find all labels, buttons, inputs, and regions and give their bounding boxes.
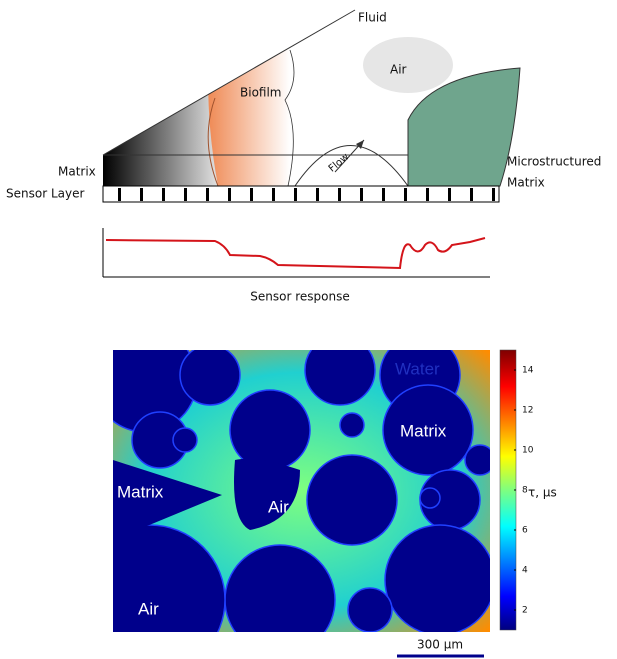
sensor-cell — [492, 188, 495, 201]
sensor-cell — [470, 188, 473, 201]
label: Matrix — [507, 176, 545, 190]
sensor-cell — [316, 188, 319, 201]
colorbar-tick-label: 2 — [522, 606, 528, 616]
sensor-cell — [140, 188, 143, 201]
label: Matrix — [117, 482, 164, 501]
figure: Fluid Air Biofilm Flow Matrix Sensor Lay… — [0, 0, 617, 659]
sensor-cell — [272, 188, 275, 201]
label: Air — [390, 63, 407, 77]
sensor-cell — [360, 188, 363, 201]
label: Sensor response — [250, 290, 349, 304]
label: Air — [268, 497, 289, 516]
colorbar-tick-label: 12 — [522, 406, 533, 416]
label: Matrix — [58, 165, 96, 179]
sensor-cell — [404, 188, 407, 201]
sensor-cell — [228, 188, 231, 201]
colorbar-tick-label: 14 — [522, 366, 534, 376]
sensor-cell — [382, 188, 385, 201]
sensor-cell — [162, 188, 165, 201]
sensor-cell — [184, 188, 187, 201]
colorbar — [500, 350, 516, 630]
label: Air — [138, 599, 159, 618]
label: Sensor Layer — [6, 187, 84, 201]
colorbar-label: τ, µs — [528, 486, 557, 500]
sensor-cell — [448, 188, 451, 201]
colorbar-tick-label: 4 — [522, 566, 528, 576]
label: Matrix — [400, 421, 447, 440]
label: Fluid — [358, 11, 387, 25]
label: Microstructured — [507, 155, 601, 169]
sensor-cell — [118, 188, 121, 201]
schematic: Fluid Air Biofilm Flow Matrix Sensor Lay… — [6, 0, 601, 304]
colorbar-tick-label: 6 — [522, 526, 528, 536]
colorbar-tick-label: 10 — [522, 446, 534, 456]
sensor-cell — [294, 188, 297, 201]
label: Water — [395, 359, 440, 378]
scale-bar-label: 300 µm — [417, 638, 463, 652]
sensor-cell — [338, 188, 341, 201]
sensor-cell — [250, 188, 253, 201]
label: Biofilm — [240, 86, 282, 100]
sensor-cell — [206, 188, 209, 201]
sensor-cell — [426, 188, 429, 201]
